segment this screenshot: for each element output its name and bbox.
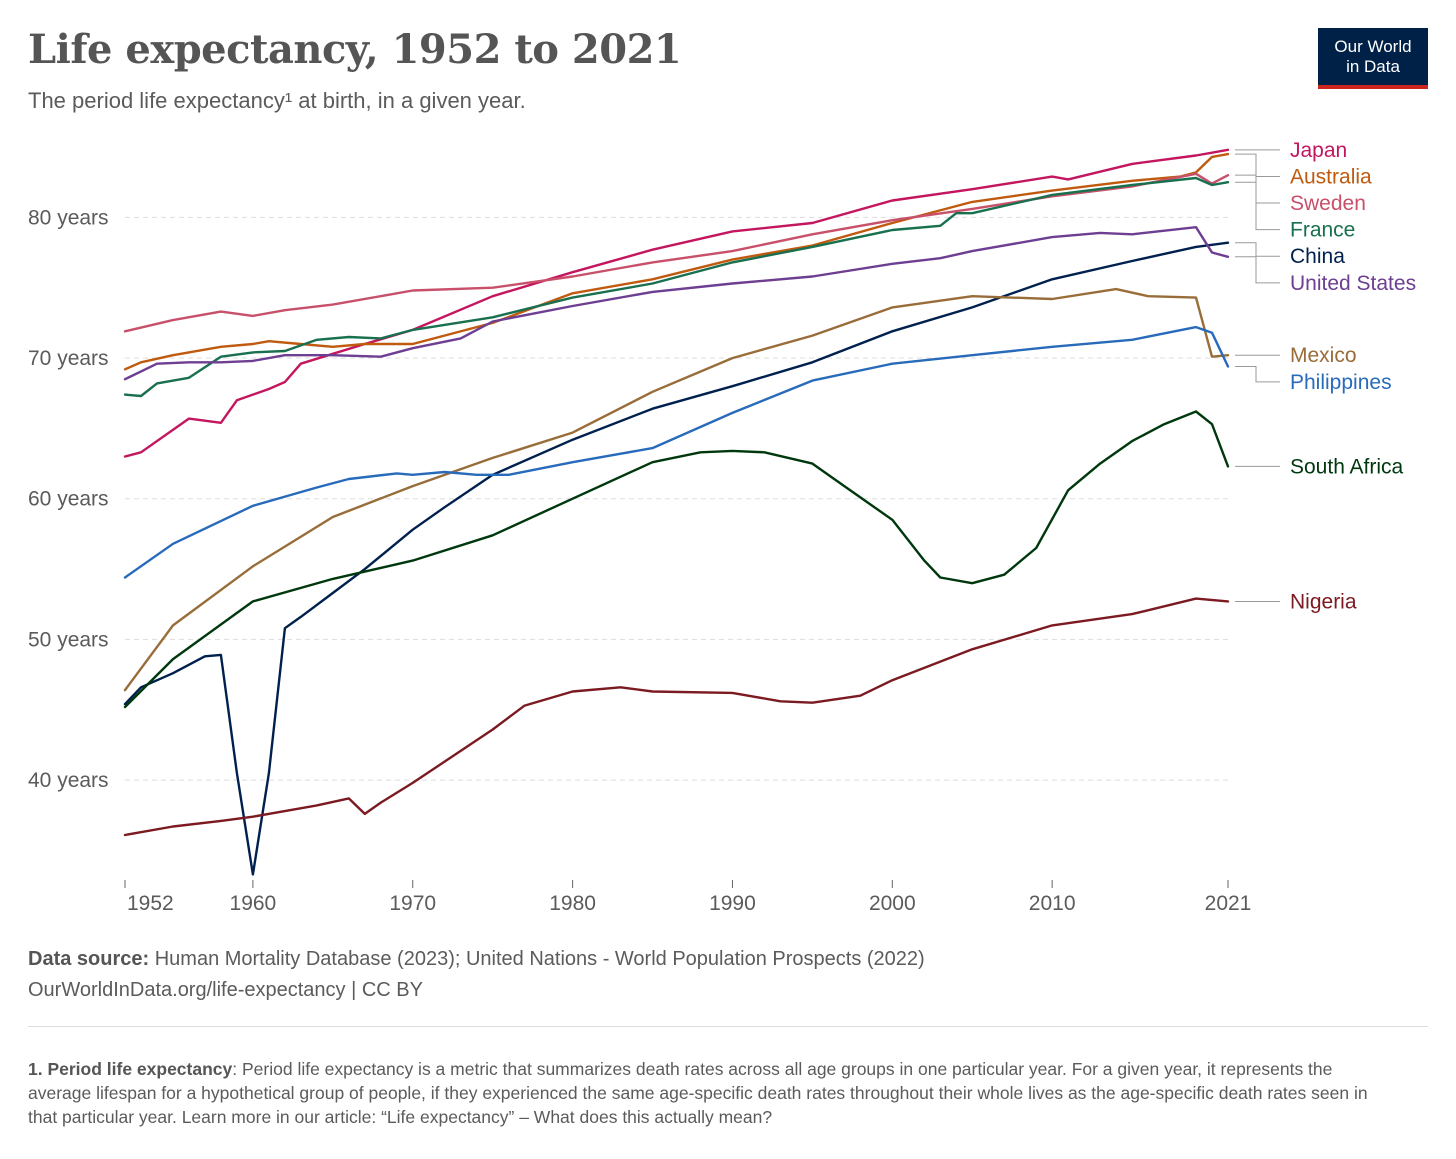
series-line: [123, 597, 1230, 837]
series-line: [123, 225, 1230, 381]
label-leader: [1235, 366, 1280, 383]
series-label: South Africa: [1290, 455, 1404, 478]
label-leader: [1235, 256, 1280, 284]
label-leader: [1235, 242, 1280, 257]
y-tick-label: 70 years: [28, 347, 109, 370]
y-tick-label: 40 years: [28, 769, 109, 792]
series-line: [123, 176, 1230, 398]
chart-title: Life expectancy, 1952 to 2021: [28, 26, 682, 73]
series-label: United States: [1290, 272, 1416, 295]
series-label: Philippines: [1290, 371, 1392, 394]
footnote-label: 1. Period life expectancy: [28, 1059, 233, 1079]
series-label: Australia: [1290, 165, 1372, 188]
series-line: [123, 148, 1230, 458]
series-label: Nigeria: [1290, 590, 1357, 613]
series-label: Sweden: [1290, 192, 1366, 215]
x-tick-label: 1970: [389, 892, 436, 915]
footnote: 1. Period life expectancy: Period life e…: [28, 1057, 1398, 1129]
logo-line-1: Our World: [1334, 37, 1412, 56]
source-block: Data source: Human Mortality Database (2…: [28, 944, 925, 1006]
series-line: [123, 287, 1230, 692]
footnote-text: : Period life expectancy is a metric tha…: [28, 1059, 1368, 1127]
footer-divider: [28, 1026, 1428, 1027]
series-label: Japan: [1290, 139, 1347, 162]
series-line: [123, 410, 1230, 709]
y-tick-label: 50 years: [28, 628, 109, 651]
line-chart: 40 years 50 years 60 years 70 years 80 years…: [28, 139, 1416, 915]
x-tick-label: 1990: [709, 892, 756, 915]
series-line: [123, 152, 1230, 371]
source-label: Data source:: [28, 948, 150, 970]
x-tick-label: 1952: [127, 892, 174, 915]
x-tick-label: 2000: [869, 892, 916, 915]
x-tick-label: 2010: [1029, 892, 1076, 915]
series-line: [123, 325, 1230, 579]
label-leader: [1235, 153, 1280, 177]
series-line: [123, 172, 1230, 333]
x-tick-label: 2021: [1205, 892, 1252, 915]
series-line: [123, 241, 1230, 876]
series-label: Mexico: [1290, 344, 1357, 367]
label-leader: [1235, 174, 1280, 204]
y-tick-label: 60 years: [28, 488, 109, 511]
source-text: Human Mortality Database (2023); United …: [149, 948, 925, 970]
logo-line-2: in Data: [1346, 57, 1400, 76]
chart-subtitle: The period life expectancy¹ at birth, in…: [28, 88, 526, 113]
owid-logo[interactable]: Our World in Data: [1318, 28, 1428, 89]
y-tick-label: 80 years: [28, 206, 109, 229]
series-label: China: [1290, 245, 1345, 268]
x-tick-label: 1980: [549, 892, 596, 915]
x-tick-label: 1960: [230, 892, 277, 915]
series-label: France: [1290, 219, 1355, 242]
label-leader: [1235, 181, 1280, 231]
source-url[interactable]: OurWorldInData.org/life-expectancy | CC …: [28, 979, 423, 1001]
